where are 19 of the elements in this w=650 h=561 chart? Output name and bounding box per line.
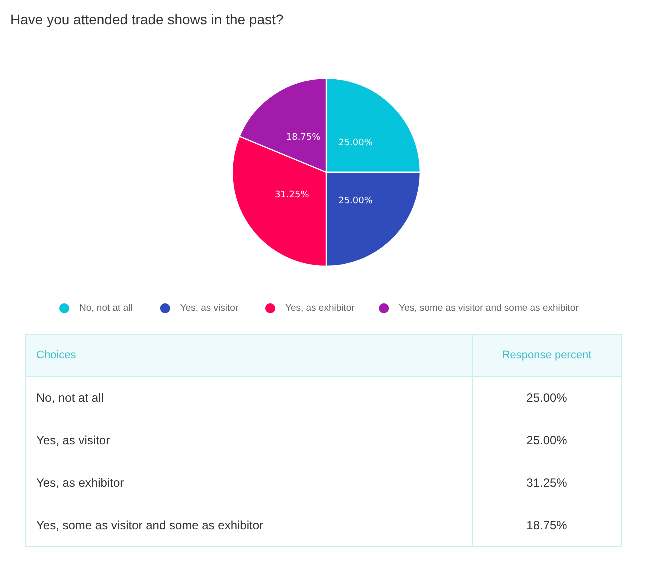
text: 31.25%	[526, 476, 568, 490]
data-label: 25.00%	[338, 138, 374, 148]
text: Response percent	[502, 350, 592, 362]
category-label: Yes, as visitor	[36, 433, 110, 448]
data-label: 18.75%	[286, 133, 322, 144]
category-label: Yes, some as visitor and some as exhibitor	[36, 518, 264, 532]
legend-label: Yes, as visitor	[180, 303, 239, 314]
category-label: Yes, as exhibitor	[36, 476, 124, 490]
legend-label: Yes, as exhibitor	[285, 303, 355, 314]
data-label: 25.00%	[338, 196, 374, 207]
text: 18.75%	[526, 518, 568, 532]
data-label: 31.25%	[274, 190, 310, 200]
text: Choices	[36, 350, 77, 362]
text: 25.00%	[526, 390, 568, 405]
category-label: No, not at all	[36, 390, 104, 405]
legend-label: Yes, some as visitor and some as exhibitor	[399, 303, 579, 314]
chart-title: Have you attended trade shows in the past?	[10, 12, 284, 28]
legend-label: No, not at all	[80, 303, 133, 314]
text: 25.00%	[526, 433, 568, 448]
